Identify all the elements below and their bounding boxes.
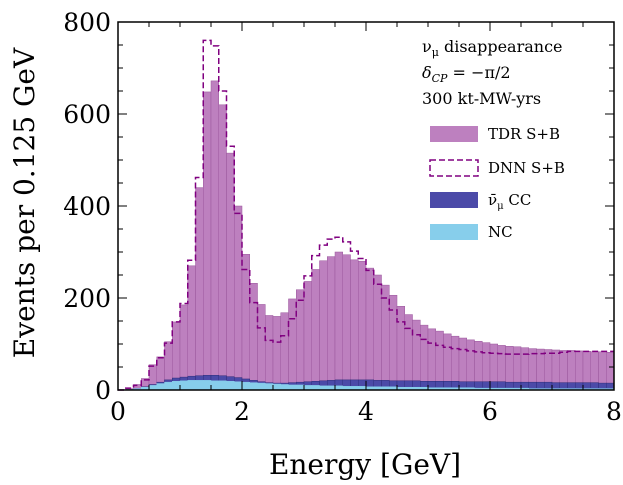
dnn-sb-series <box>118 39 614 391</box>
tdr-sb-bar <box>404 314 413 391</box>
tdr-sb-bar <box>265 315 274 391</box>
nc-bar <box>272 383 281 391</box>
tdr-sb-bar <box>350 259 359 391</box>
nc-bar <box>234 381 243 391</box>
annotation-mode: νμ disappearance <box>422 37 563 59</box>
nc-bar <box>203 380 212 391</box>
y-tick-label: 400 <box>63 192 111 221</box>
nc-bar <box>187 380 196 391</box>
tdr-sb-bar <box>396 306 405 391</box>
y-tick-label: 0 <box>95 376 111 405</box>
nc-bar <box>241 381 250 391</box>
y-tick-label: 200 <box>63 284 111 313</box>
legend-item-dnn-sb: DNN S+B <box>429 159 565 177</box>
tdr-sb-bar <box>249 283 258 391</box>
tdr-sb-bar <box>327 256 336 391</box>
nc-bar <box>265 383 274 391</box>
nc-bar <box>249 382 258 391</box>
tdr-sb-bar <box>358 260 367 391</box>
nc-bar <box>288 384 297 391</box>
tdr-sb-bar <box>373 274 382 391</box>
x-tick-label: 4 <box>358 397 374 426</box>
nc-bar <box>156 383 165 391</box>
legend-swatch-dnn-sb <box>429 159 479 177</box>
legend-label-dnn-sb: DNN S+B <box>488 159 565 177</box>
legend-item-tdr-sb: TDR S+B <box>430 125 560 143</box>
y-tick-label: 600 <box>63 100 111 129</box>
tdr-sb-bar <box>342 254 351 391</box>
tdr-sb-bar <box>218 104 227 391</box>
y-axis-title: Events per 0.125 GeV <box>8 47 41 358</box>
x-tick-label: 8 <box>606 397 622 426</box>
y-tick-label: 800 <box>63 8 111 37</box>
legend-label-nc: NC <box>488 223 513 241</box>
tdr-sb-bar <box>412 319 421 391</box>
x-tick-label: 0 <box>110 397 126 426</box>
tdr-sb-bar <box>226 152 235 391</box>
tdr-sb-bar <box>381 284 390 391</box>
tdr-sb-bar <box>234 205 243 391</box>
tdr-sb-bar <box>420 324 429 391</box>
annotation-exposure: 300 kt-MW-yrs <box>422 89 541 108</box>
axes: 0 2 4 6 8 0 200 400 600 800 <box>63 8 622 426</box>
annotation-deltacp: δCP = −π/2 <box>422 63 511 85</box>
legend-swatch-numubar-cc <box>430 192 478 208</box>
x-tick-label: 2 <box>234 397 250 426</box>
tdr-sb-bar <box>319 260 328 391</box>
tdr-sb-bar <box>241 254 250 391</box>
nc-bar <box>218 380 227 391</box>
tdr-sb-bar <box>303 281 312 391</box>
tdr-sb-bar <box>296 289 305 391</box>
tdr-sb-bar <box>187 265 196 391</box>
legend-label-tdr-sb: TDR S+B <box>488 125 560 143</box>
legend-item-numubar-cc: ν̄μ CC <box>430 191 531 212</box>
tdr-sb-bar <box>365 267 374 391</box>
legend-swatch-tdr-sb <box>430 126 478 142</box>
tdr-sb-bar <box>334 251 343 391</box>
legend: TDR S+B DNN S+B ν̄μ CC NC <box>429 125 565 241</box>
tdr-sb-bar <box>272 316 281 391</box>
tdr-sb-bar <box>195 187 204 391</box>
tdr-sb-bar <box>427 328 436 391</box>
nc-bar <box>210 380 219 391</box>
plot-area: 0 2 4 6 8 0 200 400 600 800 <box>63 8 622 426</box>
nc-bar <box>257 382 266 391</box>
legend-item-nc: NC <box>430 223 513 241</box>
annotation-block: νμ disappearance δCP = −π/2 300 kt-MW-yr… <box>422 37 563 108</box>
legend-label-numubar-cc: ν̄μ CC <box>488 191 531 212</box>
tdr-sb-bar <box>203 91 212 391</box>
tdr-sb-bar <box>288 298 297 391</box>
legend-swatch-nc <box>430 224 478 240</box>
nc-bar <box>280 384 289 391</box>
tdr-sb-bar <box>311 269 320 391</box>
nc-bar <box>164 381 173 391</box>
tdr-sb-bar <box>280 312 289 391</box>
nc-bar <box>179 380 188 391</box>
nc-bar <box>226 381 235 391</box>
nc-bar <box>296 384 305 391</box>
tdr-sb-bar <box>210 80 219 391</box>
nc-bar <box>172 381 181 391</box>
tdr-sb-series <box>125 80 615 391</box>
tdr-sb-bar <box>257 304 266 391</box>
x-tick-label: 6 <box>482 397 498 426</box>
dnn-sb-step-line <box>118 39 614 391</box>
nc-bar <box>195 380 204 391</box>
x-axis-title: Energy [GeV] <box>269 448 461 481</box>
